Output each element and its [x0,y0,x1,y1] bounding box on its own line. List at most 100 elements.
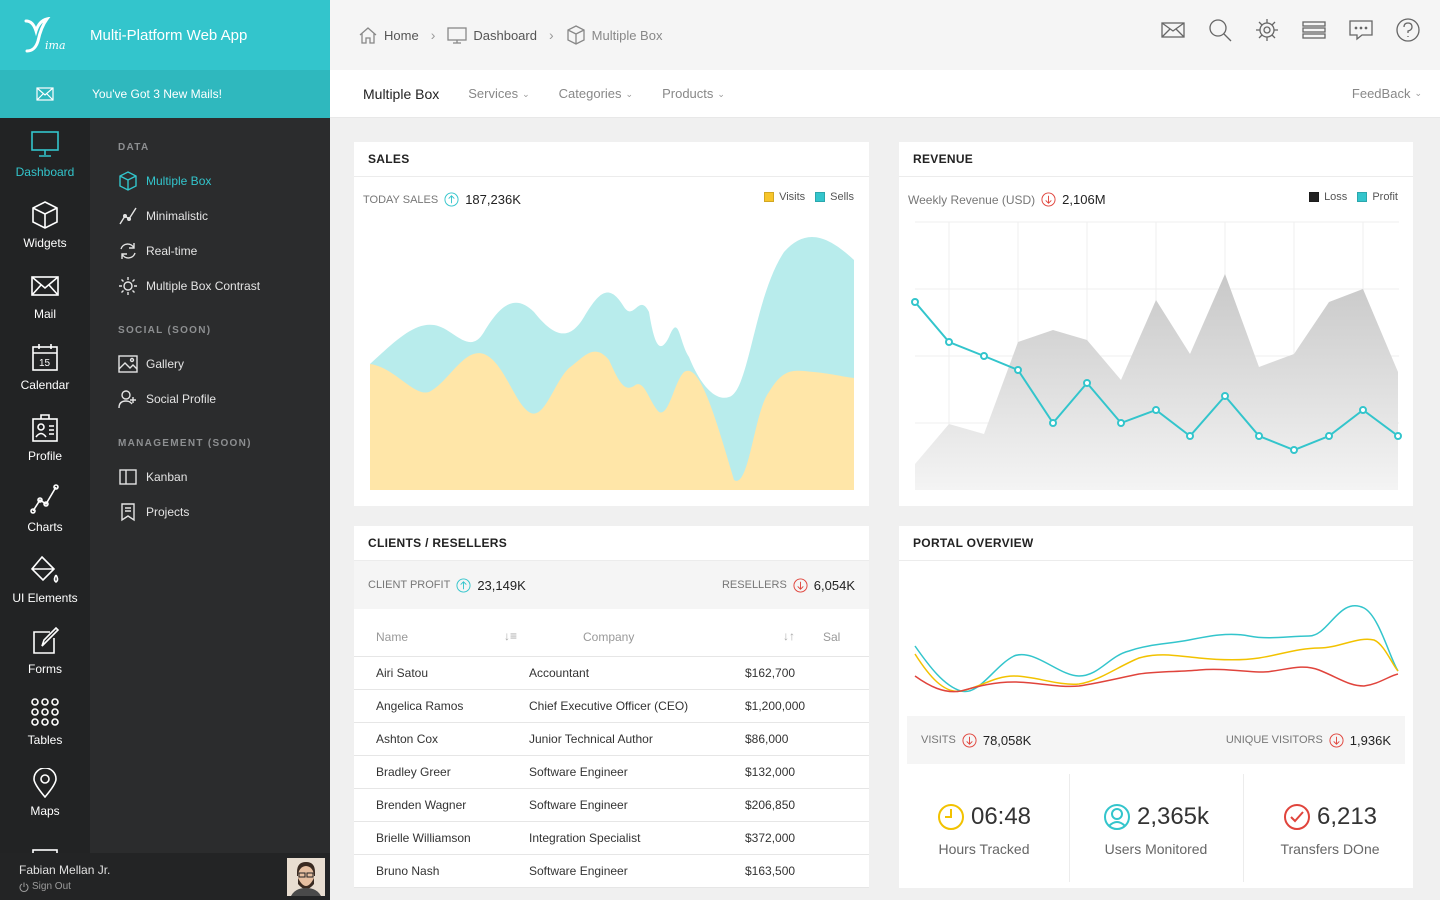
rail-item-calendar[interactable]: 15 Calendar [0,331,90,402]
cube-icon [32,200,58,229]
submenu-group-data: DATA Multiple Box Minimalistic Real-time… [90,142,330,303]
sort-desc-icon[interactable]: ↓≡ [503,629,517,643]
tile-divider [1243,774,1244,882]
rail-item-maps[interactable]: Maps [0,757,90,828]
mail-icon[interactable] [1161,18,1185,42]
sub-navigation: Multiple Box Services ⌄ Categories ⌄ Produ… [330,70,1440,118]
portal-title: PORTAL OVERVIEW [899,526,1413,561]
submenu-item-real-time[interactable]: Real-time [90,233,330,268]
home-icon [359,27,377,44]
visits-area [370,351,854,490]
cube-icon [566,25,585,45]
chevron-right-icon: › [430,27,436,43]
grid-dots-icon [31,697,59,726]
unique-visitors-stat: UNIQUE VISITORS 1,936K [1225,732,1391,748]
sort-icon[interactable]: ↓↑ [783,629,795,643]
tile-transfers-done: 6,213 Transfers DOne [1280,803,1380,857]
subnav-products-dropdown[interactable]: Products ⌄ [662,86,725,101]
clients-title: CLIENTS / RESELLERS [354,526,869,561]
sales-card: SALES TODAY SALES 187,236K Visits Sells [354,142,869,506]
column-header-name[interactable]: Name ↓≡ [354,618,529,657]
legend-loss[interactable]: Loss [1309,191,1347,203]
chevron-down-icon: ⌄ [522,89,530,99]
columns-icon [119,468,137,485]
rail-item-dashboard[interactable]: Dashboard [0,118,90,189]
breadcrumb-home[interactable]: Home [358,25,419,45]
arrow-down-icon [962,732,977,748]
table-header-row: Name ↓≡ Company ↓↑ Sal [354,618,869,657]
subnav-current[interactable]: Multiple Box [363,85,440,102]
table-row[interactable]: Brielle Williamson Integration Specialist… [354,821,869,855]
portal-line-chart [914,605,1399,693]
series-teal-line [914,605,1399,693]
rail-item-mail[interactable]: Mail [0,260,90,331]
column-header-salary[interactable]: Sal [809,618,869,657]
submenu-item-multiple-box-contrast[interactable]: Multiple Box Contrast [90,268,330,303]
submenu-heading-social: SOCIAL (SOON) [118,325,212,336]
calendar-icon: 15 [32,343,58,371]
column-header-company[interactable]: Company ↓↑ [529,618,809,657]
sales-title: SALES [354,142,869,177]
user-footer: Fabian Mellan Jr. Sign Out [0,853,330,900]
breadcrumb-dashboard[interactable]: Dashboard [447,25,537,45]
clients-table: Name ↓≡ Company ↓↑ Sal Airi Satou Accountan… [354,618,869,888]
avatar[interactable] [287,858,325,896]
list-icon[interactable] [1302,18,1326,42]
app-logo[interactable]: ima [0,17,90,53]
top-toolbar [1161,18,1420,42]
legend-sells[interactable]: Sells [815,191,854,203]
table-row[interactable]: Bruno Nash Software Engineer $163,500 [354,854,869,888]
brand-bar: ima Multi-Platform Web App [0,0,330,70]
submenu-item-minimalistic[interactable]: Minimalistic [90,198,330,233]
visits-stat: VISITS 78,058K [921,732,1032,748]
submenu-item-multiple-box[interactable]: Multiple Box [90,163,330,198]
submenu-item-projects[interactable]: Projects [90,494,330,529]
rail-item-forms[interactable]: Forms [0,615,90,686]
arrow-down-icon [1041,192,1056,207]
new-mail-banner[interactable]: You've Got 3 New Mails! [0,70,330,118]
table-row[interactable]: Bradley Greer Software Engineer $132,000 [354,755,869,789]
rail-item-tables[interactable]: Tables [0,686,90,757]
breadcrumb: Home › Dashboard › Multiple Box [358,25,662,45]
rail-item-profile[interactable]: Profile [0,402,90,473]
sales-legend: Visits Sells [764,191,854,203]
arrow-down-icon [793,577,808,593]
feedback-dropdown[interactable]: FeedBack ⌄ [1351,86,1422,101]
check-icon [1283,804,1310,830]
search-icon[interactable] [1208,18,1232,42]
rail-item-charts[interactable]: Charts [0,473,90,544]
rail-item-widgets[interactable]: Widgets [0,189,90,260]
subnav-categories-dropdown[interactable]: Categories ⌄ [558,86,634,101]
chart-icon [30,483,59,514]
table-row[interactable]: Angelica Ramos Chief Executive Officer (C… [354,689,869,723]
table-row[interactable]: Airi Satou Accountant $162,700 [354,656,869,690]
series-red-line [914,666,1399,693]
table-row[interactable]: Ashton Cox Junior Technical Author $86,000 [354,722,869,756]
help-icon[interactable] [1396,18,1420,42]
submenu-item-social-profile[interactable]: Social Profile [90,381,330,416]
refresh-icon [120,242,136,259]
user-name: Fabian Mellan Jr. [19,863,111,877]
arrow-down-icon [1329,732,1344,748]
tile-divider [1069,774,1070,882]
legend-swatch [815,192,826,202]
clock-icon [937,804,964,830]
submenu-item-kanban[interactable]: Kanban [90,459,330,494]
client-profit-stat: CLIENT PROFIT 23,149K [368,577,526,593]
chat-icon[interactable] [1349,18,1373,42]
cube-icon [119,170,137,191]
clients-stats-bar: CLIENT PROFIT 23,149K RESELLERS 6,054K [354,561,869,609]
portal-overview-card: PORTAL OVERVIEW VISITS 78,058K UNIQUE VI… [899,526,1413,888]
legend-profit[interactable]: Profit [1357,191,1398,203]
rail-item-ui-elements[interactable]: UI Elements [0,544,90,615]
subnav-services-dropdown[interactable]: Services ⌄ [468,86,530,101]
svg-text:15: 15 [39,358,51,369]
sign-out-link[interactable]: Sign Out [19,881,71,892]
table-row[interactable]: Brenden Wagner Software Engineer $206,850 [354,788,869,822]
weekly-revenue-stat: Weekly Revenue (USD) 2,106M [908,192,1106,207]
legend-visits[interactable]: Visits [764,191,805,203]
top-bar: Home › Dashboard › Multiple Box [330,0,1440,70]
submenu-item-gallery[interactable]: Gallery [90,346,330,381]
envelope-icon [31,275,59,296]
gear-icon[interactable] [1255,18,1279,42]
